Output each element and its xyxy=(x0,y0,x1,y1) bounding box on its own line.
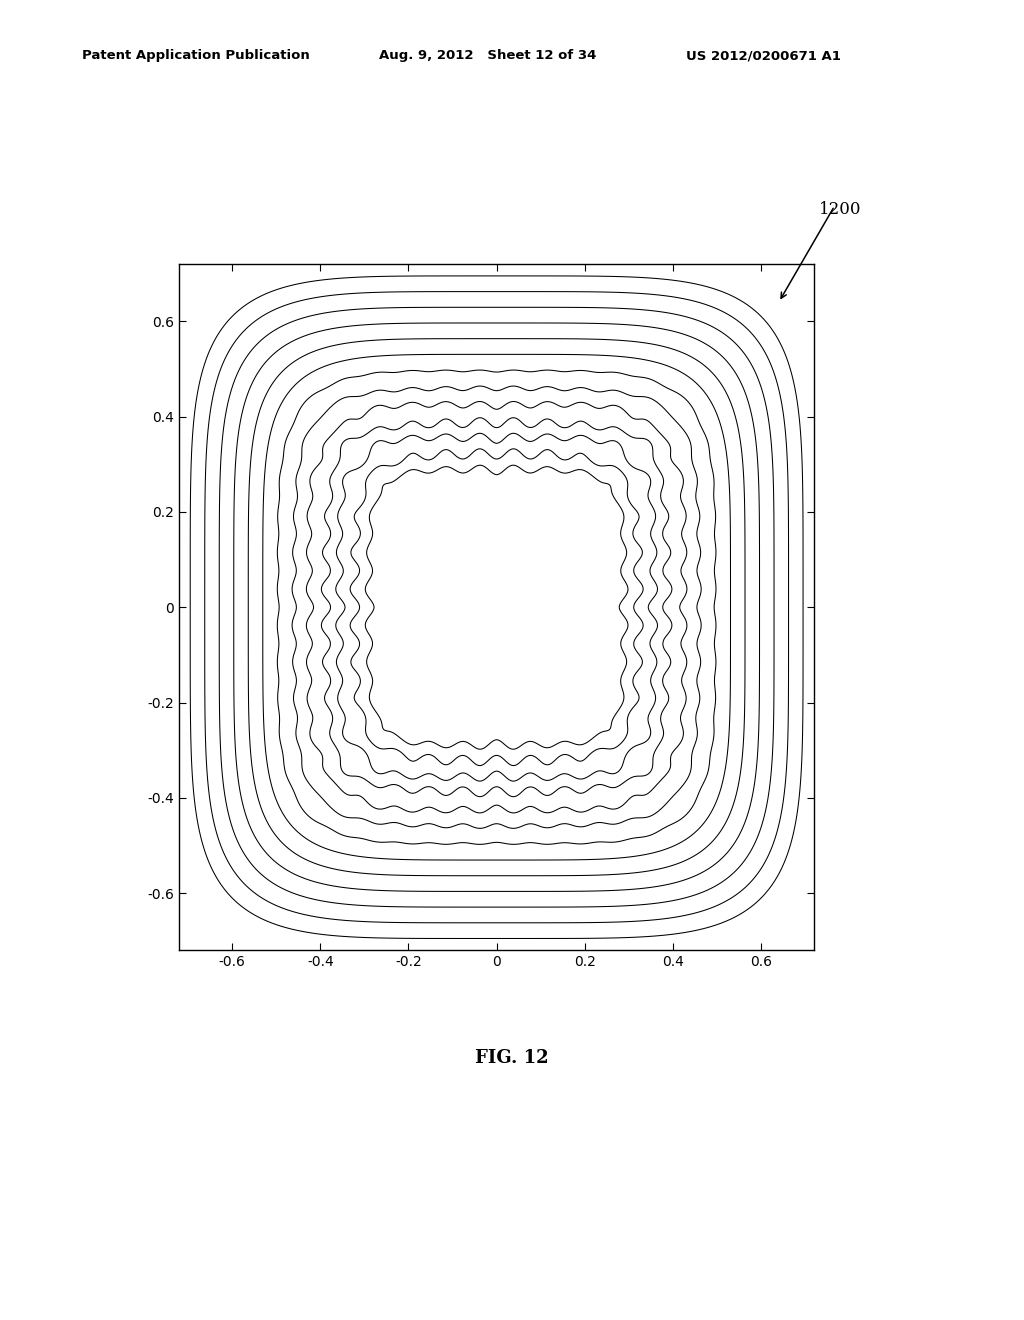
Text: FIG. 12: FIG. 12 xyxy=(475,1048,549,1067)
Text: Aug. 9, 2012   Sheet 12 of 34: Aug. 9, 2012 Sheet 12 of 34 xyxy=(379,49,596,62)
Text: Patent Application Publication: Patent Application Publication xyxy=(82,49,309,62)
Text: 1200: 1200 xyxy=(819,201,862,218)
Text: US 2012/0200671 A1: US 2012/0200671 A1 xyxy=(686,49,841,62)
